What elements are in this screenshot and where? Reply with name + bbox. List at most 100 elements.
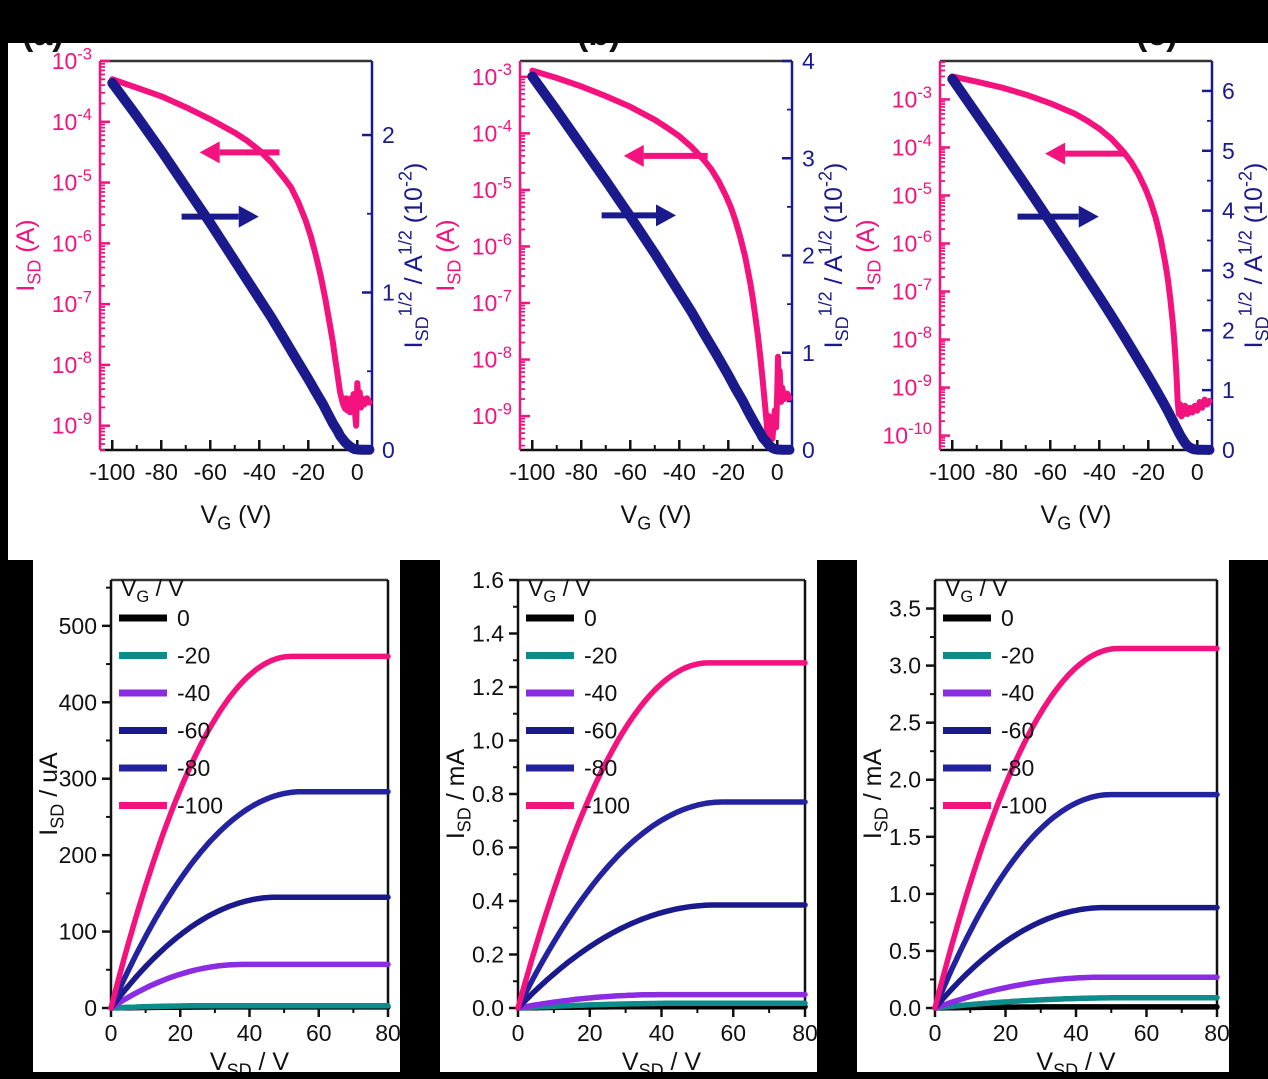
svg-text:1.2: 1.2 bbox=[472, 674, 504, 700]
svg-text:80: 80 bbox=[375, 1020, 400, 1046]
svg-text:-80: -80 bbox=[1001, 755, 1034, 781]
svg-text:10-3: 10-3 bbox=[472, 60, 512, 90]
svg-text:20: 20 bbox=[577, 1020, 603, 1046]
svg-text:10-5: 10-5 bbox=[52, 166, 92, 196]
svg-text:2: 2 bbox=[802, 243, 815, 269]
svg-text:4: 4 bbox=[1222, 198, 1235, 224]
svg-text:-40: -40 bbox=[177, 680, 210, 706]
svg-text:-20: -20 bbox=[712, 459, 745, 485]
svg-text:-40: -40 bbox=[1001, 680, 1034, 706]
panel-label-c: (c) bbox=[1136, 43, 1178, 51]
svg-text:-20: -20 bbox=[1132, 459, 1165, 485]
output-plot-box-f: 0 20 40 60 80 VSD / V 0.0 0.5 1.0 1.5 2.0 2.5 3.0 3.5… bbox=[857, 560, 1229, 1072]
output-plot-f: 0 20 40 60 80 VSD / V 0.0 0.5 1.0 1.5 2.0 2.5 3.0 3.5… bbox=[859, 575, 1229, 1072]
svg-text:0.2: 0.2 bbox=[472, 942, 504, 968]
svg-text:VSD / V: VSD / V bbox=[210, 1048, 290, 1072]
svg-text:VG / V: VG / V bbox=[528, 575, 591, 606]
svg-text:6: 6 bbox=[1222, 78, 1235, 104]
svg-text:-40: -40 bbox=[1083, 459, 1116, 485]
svg-text:0: 0 bbox=[771, 459, 784, 485]
svg-text:ISD (A): ISD (A) bbox=[852, 219, 885, 291]
panel-label-a: (a) bbox=[22, 43, 64, 51]
svg-text:VG (V): VG (V) bbox=[621, 501, 692, 534]
svg-text:60: 60 bbox=[720, 1020, 746, 1046]
svg-text:80: 80 bbox=[792, 1020, 817, 1046]
svg-text:1.4: 1.4 bbox=[472, 621, 504, 647]
svg-text:40: 40 bbox=[649, 1020, 675, 1046]
output-plot-box-e: 0 20 40 60 80 VSD / V 0.0 0.2 0.4 0.6 0.8 1.0 1.2 1.4… bbox=[440, 560, 817, 1072]
svg-text:-100: -100 bbox=[177, 793, 223, 819]
svg-text:0.0: 0.0 bbox=[472, 995, 504, 1021]
svg-text:10-8: 10-8 bbox=[52, 348, 92, 378]
svg-text:-60: -60 bbox=[584, 718, 617, 744]
output-plot-d: 0 20 40 60 80 VSD / V 0 100 200 300 400 500 ISD / uA… bbox=[35, 575, 400, 1072]
svg-text:10-9: 10-9 bbox=[472, 399, 512, 429]
svg-text:10-7: 10-7 bbox=[52, 287, 92, 317]
svg-text:10-6: 10-6 bbox=[472, 230, 512, 260]
svg-text:-80: -80 bbox=[584, 755, 617, 781]
svg-text:VG / V: VG / V bbox=[945, 575, 1008, 606]
svg-text:1: 1 bbox=[1222, 377, 1235, 403]
svg-text:300: 300 bbox=[59, 766, 97, 792]
svg-text:10-5: 10-5 bbox=[472, 173, 512, 203]
svg-text:VSD / V: VSD / V bbox=[1036, 1048, 1116, 1072]
svg-text:0: 0 bbox=[802, 437, 815, 463]
svg-text:10-5: 10-5 bbox=[892, 179, 932, 209]
svg-text:0.6: 0.6 bbox=[472, 835, 504, 861]
svg-text:40: 40 bbox=[237, 1020, 263, 1046]
svg-text:0: 0 bbox=[1001, 605, 1014, 631]
svg-text:0: 0 bbox=[105, 1020, 118, 1046]
svg-text:2.0: 2.0 bbox=[889, 767, 921, 793]
transfer-plot-b: -100 -80 -60 -40 -20 0 VG (V) 10-3 10-4 10-5 10-6 1… bbox=[432, 48, 849, 534]
svg-text:0: 0 bbox=[84, 995, 97, 1021]
svg-text:0: 0 bbox=[1222, 437, 1235, 463]
svg-text:ISD1/2 / A1/2 (10-2): ISD1/2 / A1/2 (10-2) bbox=[1236, 163, 1268, 349]
svg-text:-100: -100 bbox=[929, 459, 975, 485]
svg-text:VSD / V: VSD / V bbox=[622, 1048, 702, 1072]
svg-text:3: 3 bbox=[1222, 257, 1235, 283]
svg-text:10-6: 10-6 bbox=[892, 227, 932, 257]
svg-text:0.8: 0.8 bbox=[472, 781, 504, 807]
svg-text:0: 0 bbox=[1191, 459, 1204, 485]
svg-text:VG (V): VG (V) bbox=[201, 501, 272, 534]
svg-text:60: 60 bbox=[306, 1020, 332, 1046]
svg-text:0: 0 bbox=[584, 605, 597, 631]
svg-text:4: 4 bbox=[802, 48, 815, 74]
svg-text:200: 200 bbox=[59, 842, 97, 868]
svg-text:-100: -100 bbox=[509, 459, 555, 485]
svg-text:-100: -100 bbox=[89, 459, 135, 485]
svg-text:10-4: 10-4 bbox=[52, 105, 92, 135]
svg-text:20: 20 bbox=[993, 1020, 1019, 1046]
svg-text:-20: -20 bbox=[177, 643, 210, 669]
svg-text:2: 2 bbox=[382, 122, 395, 148]
svg-text:0.4: 0.4 bbox=[472, 888, 504, 914]
svg-text:ISD1/2 / A1/2 (10-2): ISD1/2 / A1/2 (10-2) bbox=[816, 163, 849, 349]
svg-text:0: 0 bbox=[351, 459, 364, 485]
svg-text:-60: -60 bbox=[177, 718, 210, 744]
svg-text:1: 1 bbox=[382, 280, 395, 306]
svg-text:60: 60 bbox=[1134, 1020, 1160, 1046]
svg-text:100: 100 bbox=[59, 919, 97, 945]
svg-text:0: 0 bbox=[512, 1020, 525, 1046]
svg-text:VG (V): VG (V) bbox=[1041, 501, 1112, 534]
svg-text:10-3: 10-3 bbox=[892, 83, 932, 113]
svg-text:40: 40 bbox=[1063, 1020, 1089, 1046]
transfer-plot-a: -100 -80 -60 -40 -20 0 VG (V) 10-3 10-4 10-5 10-6 1… bbox=[12, 44, 429, 534]
svg-text:10-4: 10-4 bbox=[892, 131, 932, 161]
svg-text:VG / V: VG / V bbox=[121, 575, 184, 606]
svg-text:0.0: 0.0 bbox=[889, 995, 921, 1021]
svg-text:2.5: 2.5 bbox=[889, 710, 921, 736]
svg-text:2: 2 bbox=[1222, 317, 1235, 343]
svg-text:-80: -80 bbox=[565, 459, 598, 485]
svg-text:10-8: 10-8 bbox=[472, 343, 512, 373]
svg-text:ISD1/2 / A1/2 (10-2): ISD1/2 / A1/2 (10-2) bbox=[396, 163, 429, 349]
transfer-plot-c: -100 -80 -60 -40 -20 0 VG (V) 10-3 10-4 10-5 10-6 1… bbox=[852, 59, 1268, 534]
svg-text:3.0: 3.0 bbox=[889, 653, 921, 679]
svg-text:ISD / uA: ISD / uA bbox=[35, 752, 68, 836]
svg-text:-80: -80 bbox=[177, 755, 210, 781]
svg-text:ISD / mA: ISD / mA bbox=[859, 749, 892, 840]
svg-text:ISD (A): ISD (A) bbox=[432, 219, 465, 291]
svg-text:-20: -20 bbox=[584, 643, 617, 669]
svg-text:0: 0 bbox=[382, 437, 395, 463]
